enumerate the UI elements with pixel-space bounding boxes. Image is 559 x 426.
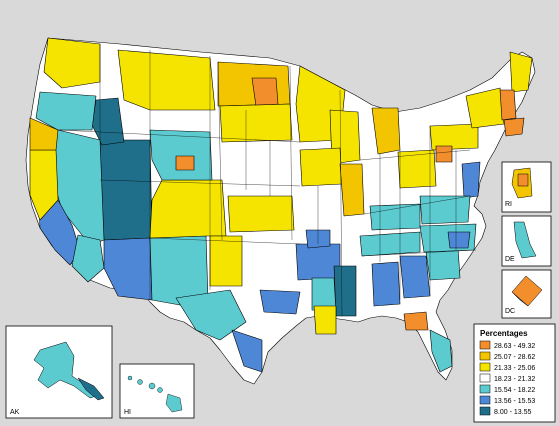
legend-label: 13.56 - 15.53	[494, 398, 535, 405]
region-blue-nc	[447, 231, 471, 249]
region-blue-az	[103, 237, 153, 301]
region-orange-pa	[435, 145, 453, 163]
legend-swatch	[479, 395, 491, 405]
region-dark-teal-ms	[333, 265, 357, 317]
contiguous-us	[25, 37, 536, 385]
alaska-panhandle	[77, 377, 105, 401]
region-yellow-or-n	[29, 117, 59, 151]
region-teal-wy	[149, 129, 213, 181]
region-teal-va	[419, 195, 471, 225]
region-blue-al	[371, 261, 401, 307]
inset-dc: DC	[501, 269, 552, 319]
region-orange-ma	[503, 117, 525, 137]
region-yellow-il	[339, 163, 365, 217]
legend-swatch	[479, 362, 491, 372]
region-yellow-ny	[465, 87, 505, 129]
region-yellow-la	[313, 305, 337, 335]
region-teal-sc	[425, 247, 461, 281]
region-teal-tn	[359, 231, 421, 257]
legend-label: 8.00 - 13.55	[494, 409, 531, 416]
legend-swatch	[479, 340, 491, 350]
legend: Percentages 28.63 - 49.32 25.07 - 28.62 21…	[473, 323, 556, 423]
region-yellow-ks	[227, 195, 295, 233]
inset-alaska: AK	[5, 325, 113, 419]
legend-swatch	[479, 351, 491, 361]
inset-label-de: DE	[505, 256, 515, 263]
hawaii-big-island	[165, 393, 183, 413]
alaska-shape	[33, 341, 97, 399]
region-teal-ca-s	[71, 234, 105, 283]
region-teal-or	[35, 91, 97, 131]
legend-title: Percentages	[480, 329, 528, 338]
region-dark-teal-ut	[99, 139, 153, 241]
region-blue-ar	[295, 243, 341, 281]
region-orange-nd	[251, 77, 279, 107]
legend-swatch	[479, 384, 491, 394]
region-blue-ga	[399, 255, 431, 299]
legend-label: 15.54 - 18.22	[494, 387, 535, 394]
legend-label: 25.07 - 28.62	[494, 354, 535, 361]
region-yellow-ia	[299, 147, 343, 187]
dc-blue-part	[511, 291, 529, 307]
region-teal-fl	[429, 329, 453, 373]
region-yellow-me	[509, 51, 533, 93]
legend-label: 28.63 - 49.32	[494, 343, 535, 350]
region-orange-nh	[499, 89, 517, 121]
inset-label-ak: AK	[10, 409, 20, 416]
region-blue-tx-s	[231, 329, 263, 373]
legend-swatch	[479, 373, 491, 383]
region-teal-ky	[369, 203, 421, 231]
legend-swatch	[479, 406, 491, 416]
region-yellow-ok	[209, 235, 243, 287]
legend-items: 28.63 - 49.32 25.07 - 28.62 21.33 - 25.06 1…	[479, 340, 535, 416]
region-yellow-sd	[219, 103, 293, 143]
region-orange-wy	[175, 155, 195, 171]
legend-label: 21.33 - 25.06	[494, 365, 535, 372]
region-blue-tx-c	[259, 289, 301, 315]
ri-orange-part	[517, 173, 529, 187]
inset-label-ri: RI	[505, 201, 512, 208]
inset-rhode-island: RI	[501, 161, 552, 213]
region-yellow-wa	[43, 37, 101, 89]
inset-hawaii: HI	[119, 363, 195, 419]
inset-label-hi: HI	[124, 409, 131, 416]
legend-label: 18.23 - 21.32	[494, 376, 535, 383]
boundary-lines	[59, 44, 477, 317]
region-yellow-pa	[429, 123, 479, 151]
region-blue-md	[461, 161, 481, 199]
region-yellow-co	[149, 179, 227, 239]
legend-box	[473, 323, 556, 423]
inset-delaware: DE	[501, 215, 552, 267]
region-orange-fl	[403, 311, 429, 331]
inset-label-dc: DC	[505, 308, 515, 315]
de-shape	[513, 221, 537, 259]
region-yellow-mt	[117, 49, 216, 111]
region-yellow-oh	[397, 149, 437, 189]
